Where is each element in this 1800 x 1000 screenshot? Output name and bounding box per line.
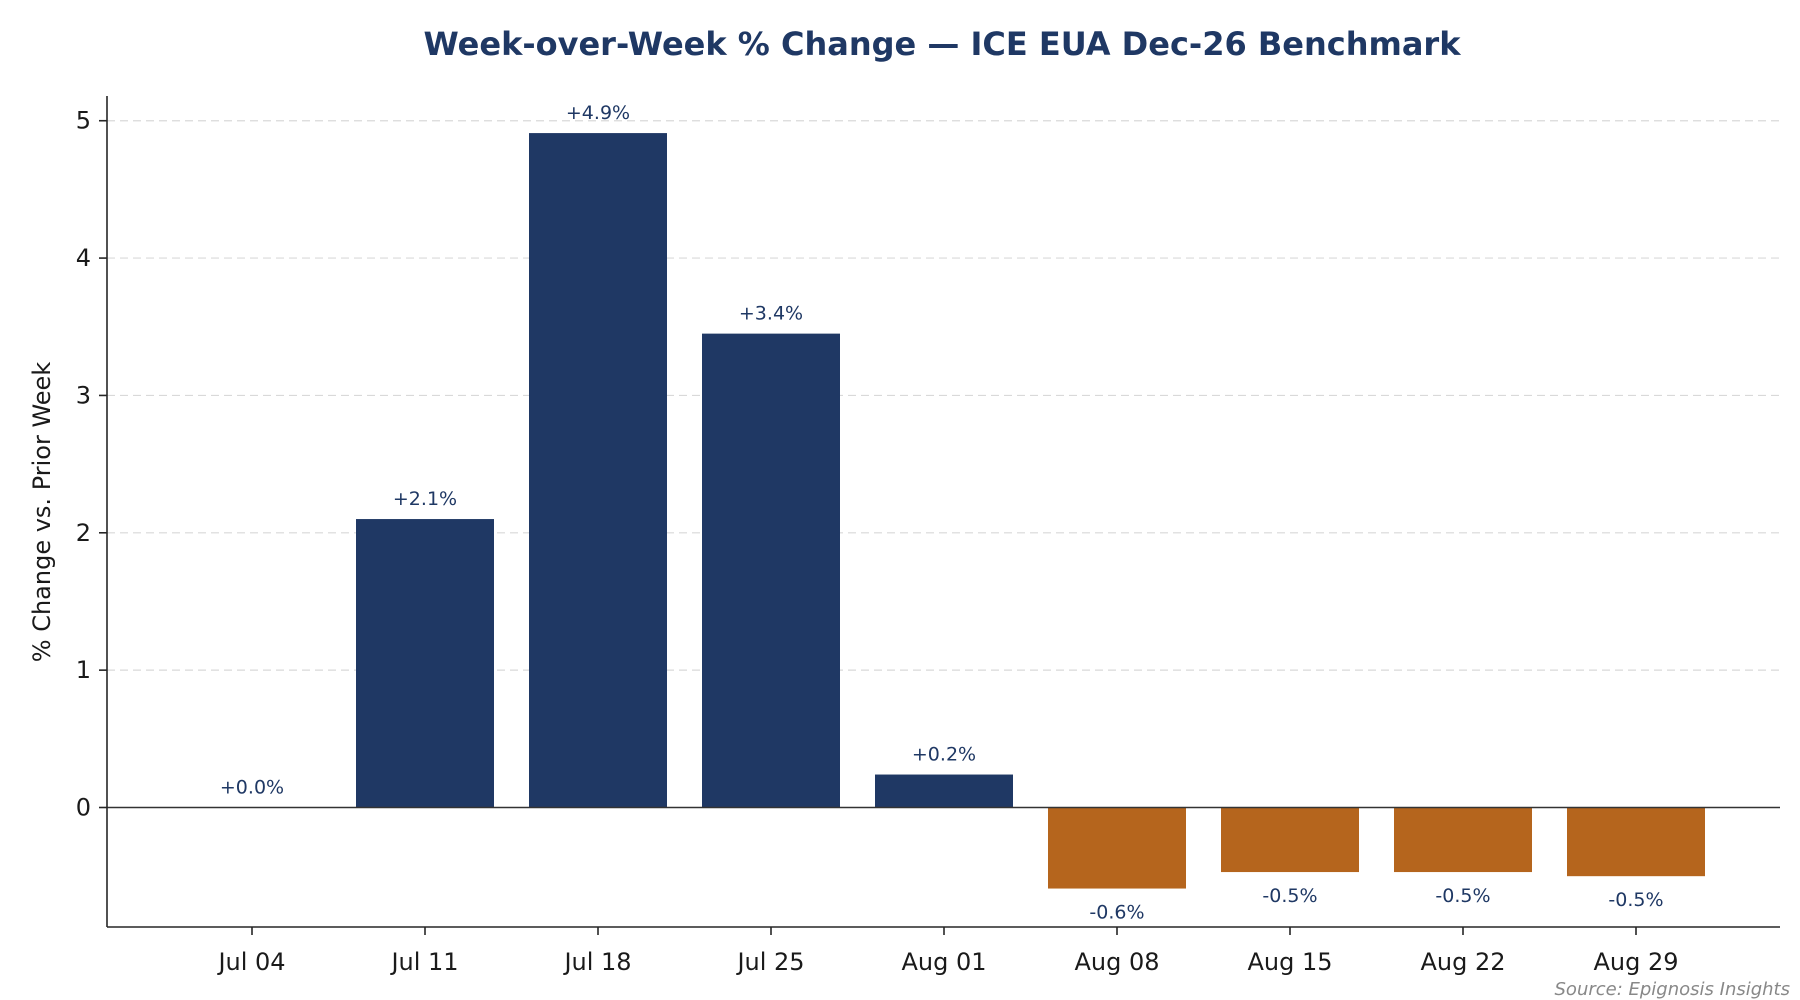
data-label: +0.2% [912,744,976,766]
y-tick-label: 5 [76,107,91,135]
bar-aug-15 [1221,807,1359,873]
source-note: Source: Epignosis Insights [1555,979,1791,1000]
data-label: -0.5% [1435,885,1490,907]
chart-title: Week-over-Week % Change — ICE EUA Dec-26… [424,25,1462,63]
x-tick-label: Jul 11 [389,948,458,976]
data-label: +3.4% [739,303,803,325]
bar-jul-11 [356,519,494,808]
bar-aug-22 [1394,807,1532,873]
data-label: -0.5% [1262,885,1317,907]
x-tick-label: Aug 01 [901,948,986,976]
x-tick-label: Aug 22 [1420,948,1505,976]
bars [356,133,1705,889]
bar-jul-25 [702,333,840,808]
bar-aug-29 [1567,807,1705,877]
axes [99,96,1780,935]
y-axis-label: % Change vs. Prior Week [28,362,56,663]
y-tick-label: 2 [76,519,91,547]
x-tick-label: Jul 04 [216,948,285,976]
data-label: +2.1% [393,488,457,510]
x-tick-label: Aug 08 [1074,948,1159,976]
x-tick-label: Aug 29 [1593,948,1678,976]
data-label: +4.9% [566,102,630,124]
y-tick-label: 1 [76,656,91,684]
x-tick-label: Jul 18 [562,948,631,976]
x-tick-label: Jul 25 [735,948,804,976]
data-label: +0.0% [220,777,284,799]
data-label: -0.5% [1608,889,1663,911]
data-label: -0.6% [1089,902,1144,924]
bar-jul-18 [529,133,667,808]
y-tick-label: 0 [76,794,91,822]
y-tick-label: 3 [76,381,91,409]
bar-aug-01 [875,774,1013,808]
bar-aug-08 [1048,807,1186,889]
tick-labels: 0 1 2 3 4 5 Jul 04 Jul 11 Jul 18 Jul 25 Aug 01 Aug … [76,107,1679,976]
data-labels: +0.0% +2.1% +4.9% +3.4% +0.2% -0.6% -0.5% -0.5%… [220,102,1664,923]
x-tick-label: Aug 15 [1247,948,1332,976]
y-tick-label: 4 [76,244,91,272]
